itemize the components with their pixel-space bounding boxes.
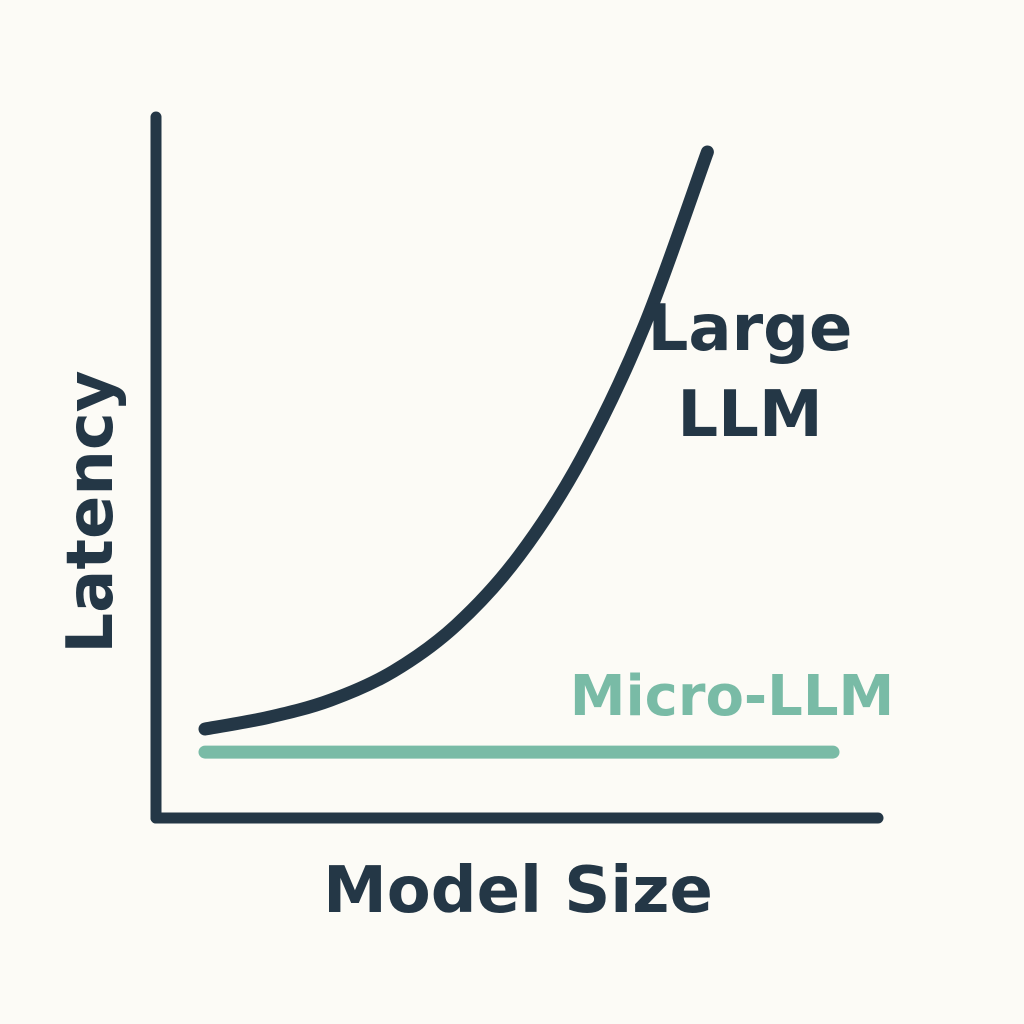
y-axis-label: Latency	[54, 370, 128, 653]
series-line-large-llm	[198, 145, 714, 736]
series-label-large-llm-line-1: Large	[648, 292, 853, 366]
series-labels: Large LLM Micro-LLM	[570, 292, 895, 729]
series-layer	[198, 145, 840, 759]
series-label-large-llm-line-2: LLM	[677, 378, 822, 452]
x-axis-label: Model Size	[323, 854, 713, 928]
series-label-micro-llm-line-1: Micro-LLM	[570, 664, 895, 729]
